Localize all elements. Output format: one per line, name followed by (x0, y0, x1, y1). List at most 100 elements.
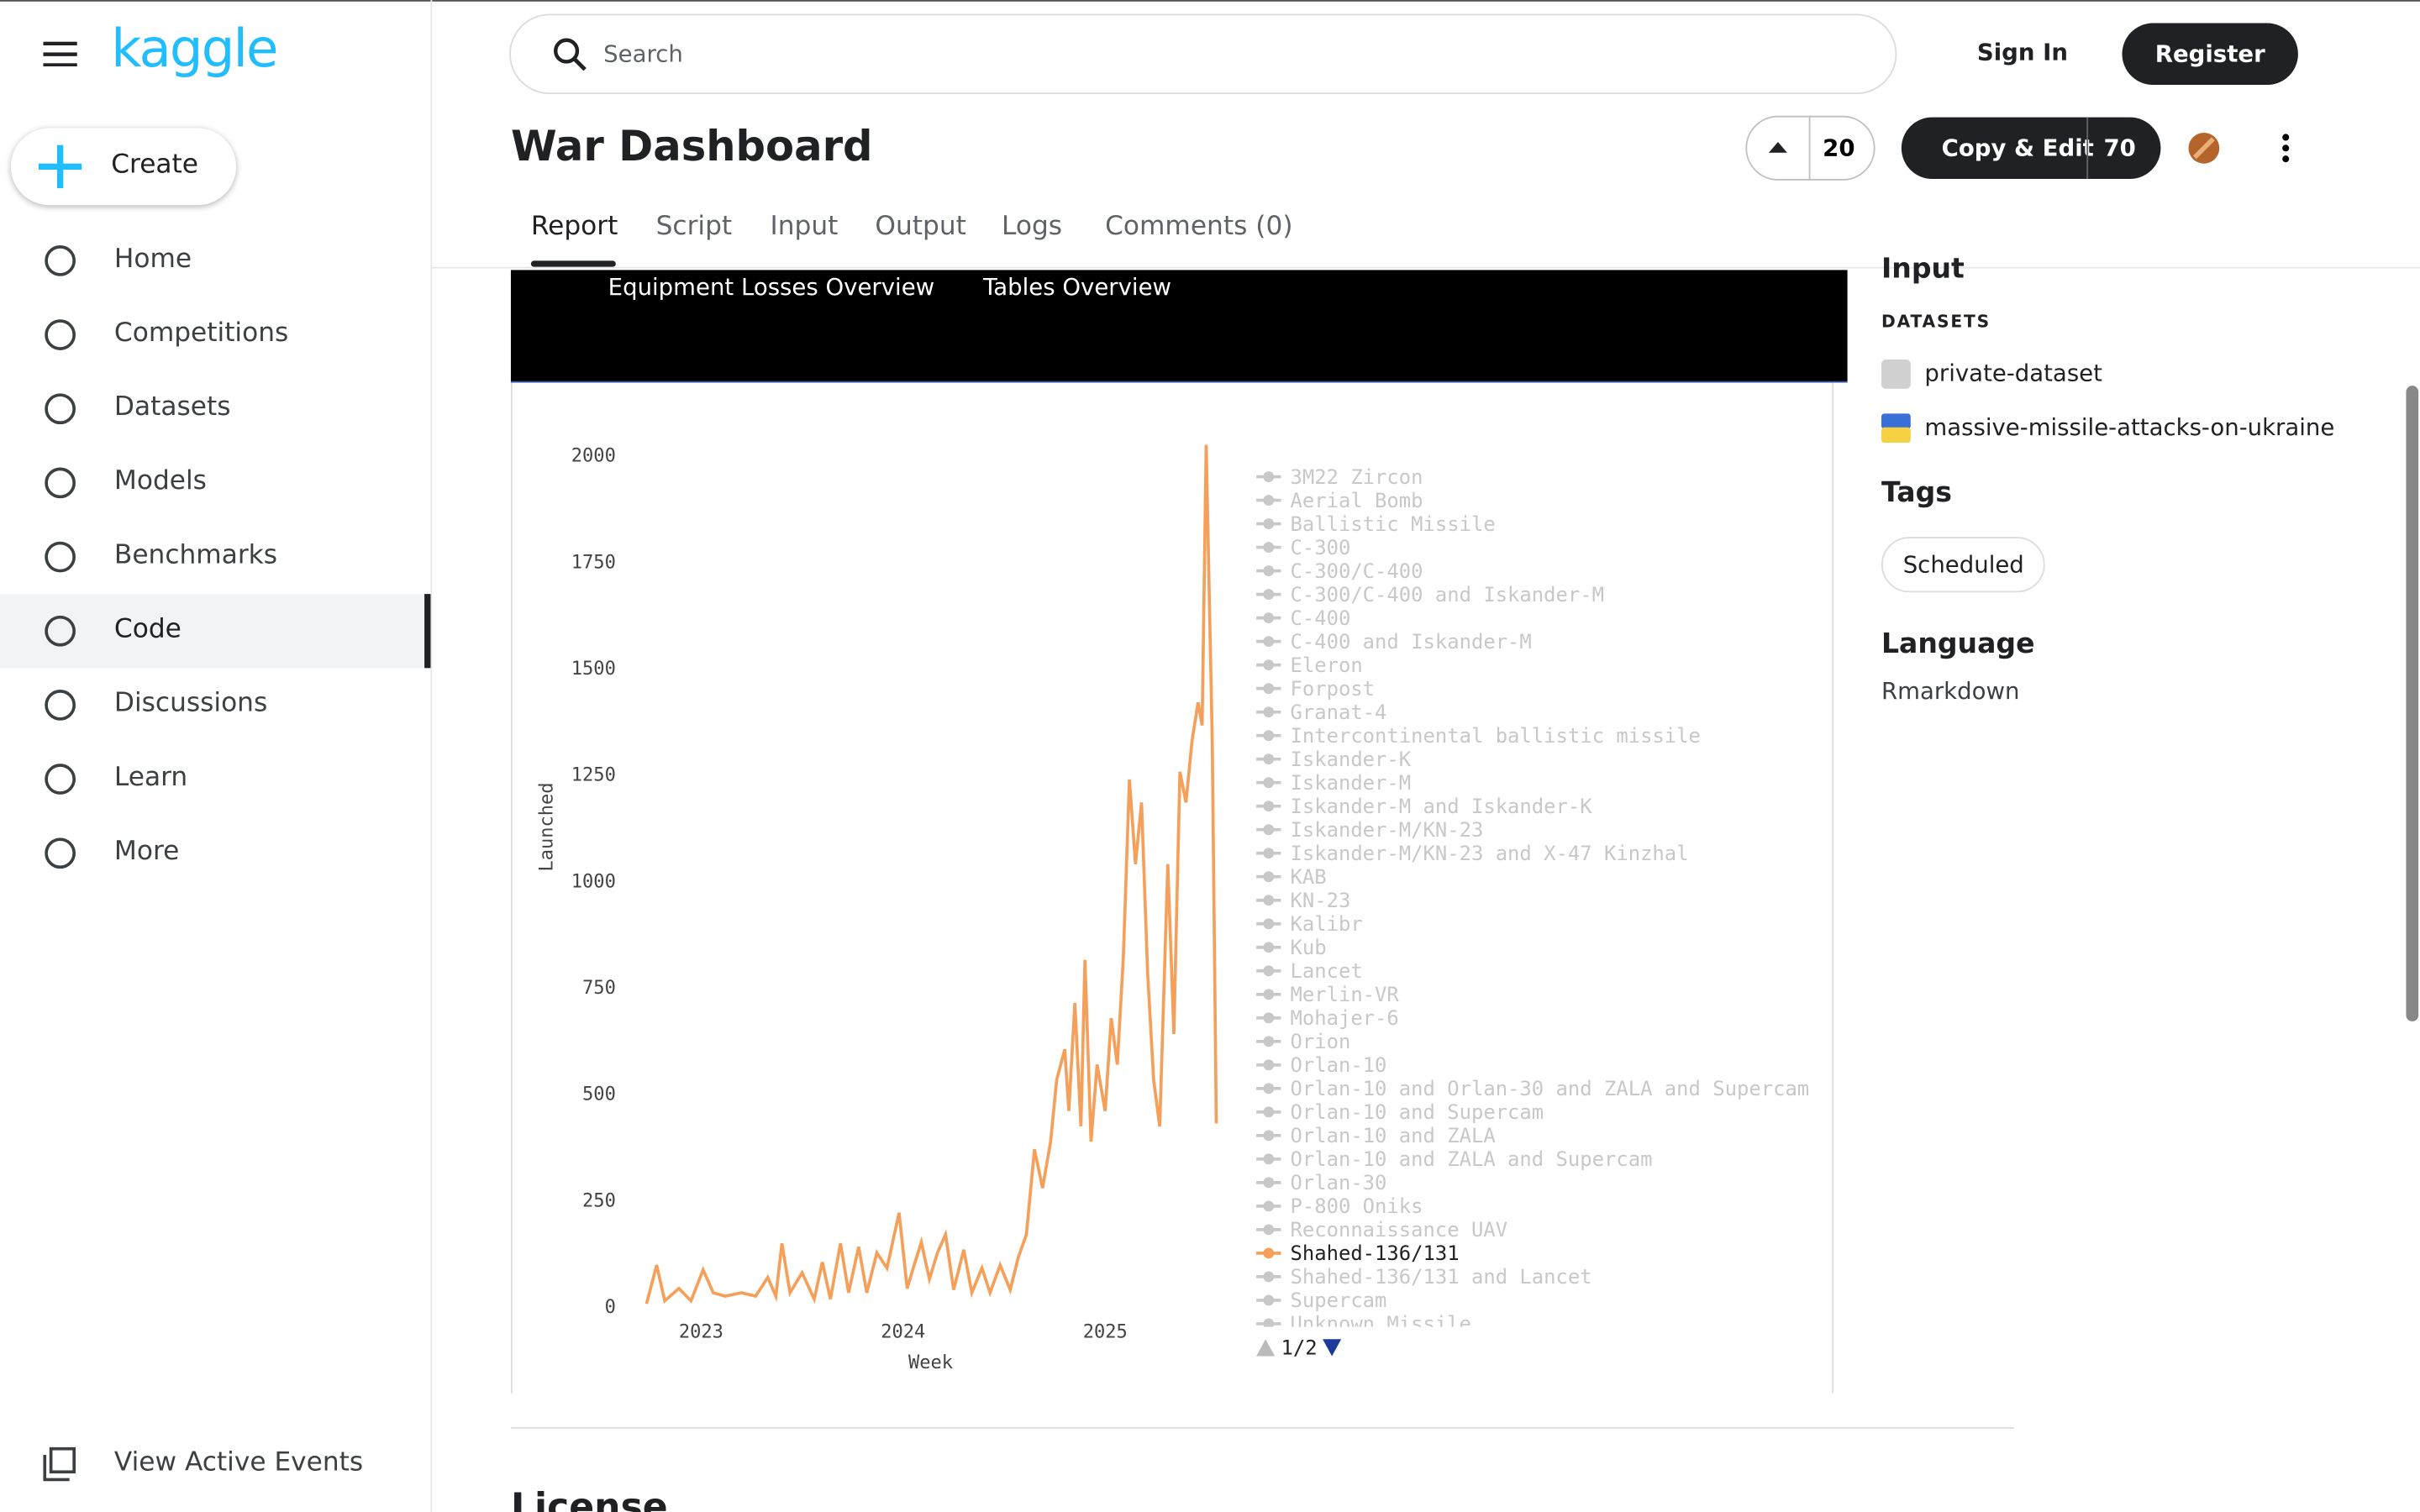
search-bar[interactable]: Search (509, 13, 1897, 95)
legend-marker (1263, 518, 1275, 530)
nav-item[interactable]: Code (0, 594, 431, 669)
legend-marker (1263, 636, 1275, 648)
sidebar: kaggle Create Home Competitions Datasets Mo… (0, 0, 433, 1512)
legend-label[interactable]: Mohajer-6 (1291, 1006, 1399, 1030)
legend-label[interactable]: Iskander-K (1291, 748, 1412, 771)
legend-label[interactable]: Orlan-10 and Supercam (1291, 1100, 1544, 1124)
search-placeholder: Search (603, 39, 683, 68)
logo[interactable]: kaggle (111, 18, 278, 81)
legend-label[interactable]: C-300/C-400 and Iskander-M (1291, 583, 1604, 606)
vote-count: 20 (1823, 134, 1855, 162)
legend-label[interactable]: Orlan-10 and ZALA and Supercam (1291, 1147, 1653, 1171)
legend-label[interactable]: Iskander-M and Iskander-K (1291, 795, 1593, 818)
notebook-tab[interactable]: Input (770, 211, 839, 243)
banner-tab[interactable]: Tables Overview (983, 273, 1172, 302)
legend-label[interactable]: Aerial Bomb (1291, 489, 1423, 512)
x-tick-label: 2024 (881, 1321, 925, 1342)
legend-label[interactable]: Orlan-30 (1291, 1171, 1387, 1194)
nav-item[interactable]: Learn (0, 742, 430, 816)
legend-marker (1263, 1200, 1275, 1212)
legend-label[interactable]: Iskander-M/KN-23 and X-47 Kinzhal (1291, 842, 1689, 865)
nav-label: Code (113, 614, 182, 645)
sign-in[interactable]: Sign In (1976, 38, 2068, 66)
create-button[interactable]: Create (10, 128, 237, 206)
legend-label[interactable]: Merlin-VR (1291, 983, 1400, 1006)
legend-label[interactable]: Granat-4 (1291, 701, 1387, 724)
legend-label[interactable]: Orlan-10 and ZALA (1291, 1124, 1496, 1147)
tags-heading: Tags (1881, 476, 1952, 510)
legend-marker (1263, 801, 1275, 812)
events-label: View Active Events (113, 1446, 364, 1478)
banner-tab[interactable]: Equipment Losses Overview (608, 273, 935, 302)
legend-marker (1263, 706, 1275, 718)
legend-label[interactable]: Lancet (1291, 959, 1363, 983)
input-heading: Input (1881, 253, 1965, 286)
legend-label[interactable]: Kalibr (1291, 912, 1363, 936)
legend-marker (1263, 589, 1275, 601)
legend-label[interactable]: Forpost (1291, 677, 1376, 701)
legend-next (1323, 1339, 1342, 1357)
legend-label[interactable]: C-400 and Iskander-M (1291, 630, 1532, 654)
legend-prev (1256, 1339, 1276, 1357)
more-menu[interactable] (2280, 133, 2292, 164)
avatar[interactable] (2187, 131, 2221, 165)
notebook-tab[interactable]: Output (875, 211, 966, 243)
tag-chip[interactable]: Scheduled (1881, 537, 2046, 593)
events-link[interactable]: View Active Events (0, 1427, 430, 1501)
y-tick-label: 1250 (571, 765, 616, 786)
copy-edit-button[interactable]: Copy & Edit 70 (1901, 117, 2161, 180)
y-tick-label: 0 (605, 1297, 616, 1318)
legend-marker (1263, 989, 1275, 1000)
legend-label[interactable]: Shahed-136/131 and Lancet (1291, 1265, 1592, 1289)
nav-item[interactable]: More (0, 816, 430, 890)
y-tick-label: 1500 (571, 659, 616, 680)
nav-item[interactable]: Benchmarks (0, 520, 430, 594)
legend-marker (1263, 942, 1275, 953)
chart-frame (510, 382, 1834, 1394)
nav-item[interactable]: Datasets (0, 372, 430, 446)
nav-item[interactable]: Models (0, 446, 430, 520)
legend-label[interactable]: Kub (1291, 936, 1327, 959)
nav-item[interactable]: Home (0, 223, 430, 297)
legend-label[interactable]: C-300/C-400 (1291, 559, 1423, 583)
legend-label[interactable]: Orion (1291, 1030, 1351, 1053)
legend-label[interactable]: Iskander-M (1291, 771, 1412, 795)
legend-label[interactable]: Orlan-10 (1291, 1053, 1387, 1077)
legend-label[interactable]: 3M22 Zircon (1291, 465, 1423, 489)
copy-edit-label: Copy & Edit (1941, 134, 2094, 162)
legend-label[interactable]: KAB (1291, 865, 1327, 889)
dataset-item[interactable]: private-dataset (1881, 358, 2102, 389)
legend-marker (1263, 659, 1275, 671)
legend-label[interactable]: KN-23 (1291, 889, 1351, 912)
tab-indicator (530, 260, 616, 267)
menu-icon[interactable] (43, 41, 77, 66)
legend-label[interactable]: Unknown Missile (1291, 1312, 1471, 1336)
legend-label[interactable]: C-400 (1291, 606, 1351, 630)
notebook-tab[interactable]: Report (530, 211, 618, 243)
legend-label[interactable]: Ballistic Missile (1291, 512, 1496, 536)
legend-label[interactable]: Reconnaissance UAV (1291, 1218, 1508, 1242)
legend-label[interactable]: C-300 (1291, 536, 1351, 559)
scrollbar[interactable] (2406, 386, 2419, 1021)
copy-count: 70 (2103, 134, 2136, 162)
nav-item[interactable]: Discussions (0, 668, 430, 742)
y-tick-label: 1750 (571, 552, 616, 573)
register-button[interactable]: Register (2122, 23, 2298, 86)
legend-label[interactable]: Intercontinental ballistic missile (1291, 724, 1701, 748)
notebook-tab[interactable]: Logs (1002, 211, 1063, 243)
legend-marker (1263, 1224, 1275, 1236)
vote-widget[interactable]: 20 (1745, 115, 1876, 181)
nav-item[interactable]: Competitions (0, 297, 430, 371)
legend-label[interactable]: Iskander-M/KN-23 (1291, 818, 1484, 842)
notebook-tab[interactable]: Comments (0) (1105, 211, 1293, 243)
legend-marker (1263, 895, 1275, 906)
legend-label[interactable]: Eleron (1291, 654, 1363, 677)
legend-label[interactable]: Shahed-136/131 (1291, 1242, 1460, 1265)
legend-label[interactable]: Supercam (1291, 1289, 1387, 1312)
legend-label[interactable]: P-800 Oniks (1291, 1194, 1423, 1218)
dataset-item[interactable]: massive-missile-attacks-on-ukraine (1881, 412, 2334, 444)
notebook-tab[interactable]: Script (655, 211, 733, 243)
legend-marker (1263, 1036, 1275, 1047)
legend-label[interactable]: Orlan-10 and Orlan-30 and ZALA and Super… (1291, 1077, 1810, 1100)
